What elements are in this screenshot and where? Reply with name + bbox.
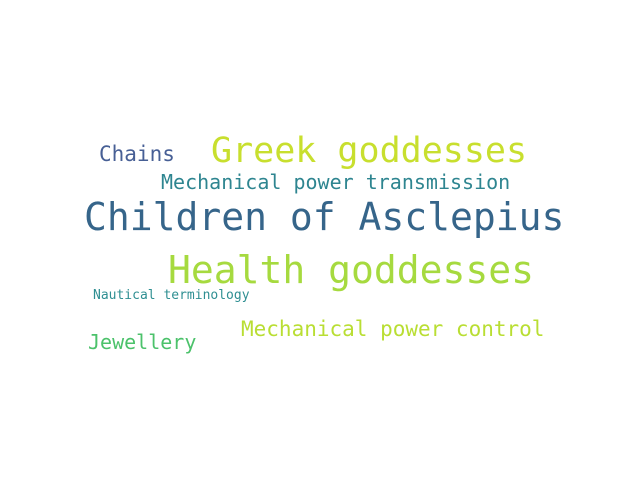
word-mechanical-power-transmission: Mechanical power transmission	[161, 170, 511, 194]
word-chains: Chains	[99, 142, 175, 166]
word-jewellery: Jewellery	[88, 330, 197, 354]
word-health-goddesses: Health goddesses	[168, 248, 535, 292]
word-children-of-asclepius: Children of Asclepius	[84, 195, 565, 239]
word-greek-goddesses: Greek goddesses	[211, 131, 528, 171]
word-nautical-terminology: Nautical terminology	[93, 288, 250, 303]
word-mechanical-power-control: Mechanical power control	[241, 317, 545, 341]
